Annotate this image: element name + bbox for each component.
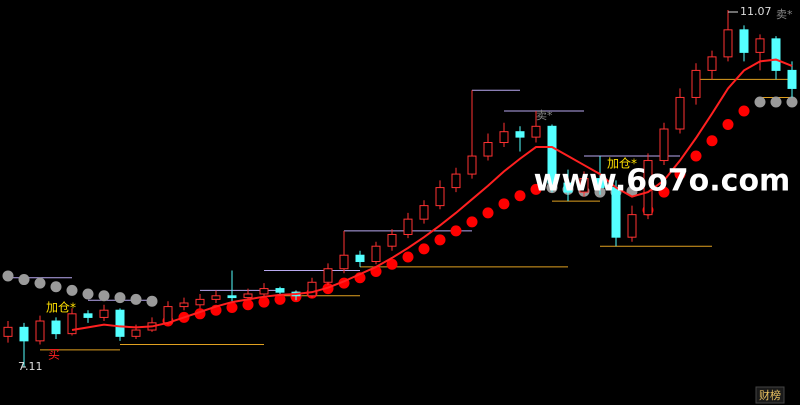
sar-dot [690,150,702,162]
candle-body [83,313,93,318]
candle-body [723,29,733,58]
candle-body [451,173,461,189]
candle-body [67,313,77,335]
candle-body [755,38,765,53]
ma-line [71,58,793,332]
sar-dot [274,293,286,305]
candle-body [531,125,541,138]
sar-dot [226,302,238,313]
candle-body [227,295,237,299]
sar-dot [82,288,94,300]
candle-body [419,205,429,220]
candle-body [131,329,141,337]
sar-dot [786,96,798,108]
annotation: 加仓* [607,157,637,171]
candle-body [771,38,781,71]
sar-dot [130,293,142,305]
watermark: www.6o7o.com [534,164,791,199]
candle-body [707,56,717,71]
candle-body [211,295,221,300]
candle-body [3,326,13,337]
sar-dot [706,135,718,147]
sar-dot [482,207,494,219]
candle-body [371,245,381,263]
candle-body [467,155,477,175]
candle-body [35,320,45,342]
sar-dot [754,96,766,108]
sar-dot [242,299,254,311]
sar-dot [2,270,14,282]
candle-body [483,142,493,157]
sar-dot [498,198,510,210]
candle-body [499,131,509,144]
candle-body [179,302,189,308]
sar-dot [34,277,46,289]
candle-body [643,160,653,216]
badge: 财榜 [759,388,781,402]
sar-dot [18,274,30,286]
low-label: 7.11 [18,360,43,373]
sar-dot [722,118,734,130]
sar-dot [658,186,670,198]
sar-dot [402,251,414,263]
sar-dot [386,258,398,270]
candle-body [627,214,637,238]
annotation: 加仓* [46,301,76,315]
candle-body [243,293,253,299]
candle-body [355,254,365,263]
candle-body [195,298,205,306]
sar-dot [98,290,110,302]
candle-body [163,306,173,324]
candle-body [435,187,445,207]
candle-body [579,178,589,193]
candle-body [595,178,605,189]
sar-dot [466,216,478,228]
sar-dot [66,284,78,296]
candle-body [787,69,797,89]
candle-body [563,182,573,193]
candle-body [675,96,685,130]
sar-dot [738,105,750,117]
candle-body [51,320,61,335]
sar-dot [50,281,62,293]
candle-body [659,128,669,162]
candle-body [115,309,125,337]
sar-dot [114,292,126,304]
annotation: 买 [48,348,60,362]
sar-dot [418,243,430,255]
candle-body [387,233,397,247]
annotation: 卖* [776,8,793,21]
sar-dot [434,234,446,246]
high-label: 11.07 [740,5,772,18]
sar-dot [674,168,686,180]
candle-body [275,288,285,293]
candle-body [307,281,317,297]
candle-body [547,125,557,184]
candle-body [403,218,413,235]
sar-dot [450,225,462,237]
candle-body [259,288,269,295]
candle-body [739,29,749,53]
candle-body [99,309,109,318]
sar-dot [514,190,526,202]
sar-dot [530,183,542,195]
badge-box [755,386,785,404]
candle-body [515,131,525,138]
sar-dot [258,296,270,308]
candle-body [19,326,29,342]
candle-body [323,268,333,283]
sar-dot [146,295,158,307]
candle-body [339,254,349,270]
candle-body [691,69,701,98]
annotation: 卖* [536,109,553,122]
sar-dot [770,96,782,108]
